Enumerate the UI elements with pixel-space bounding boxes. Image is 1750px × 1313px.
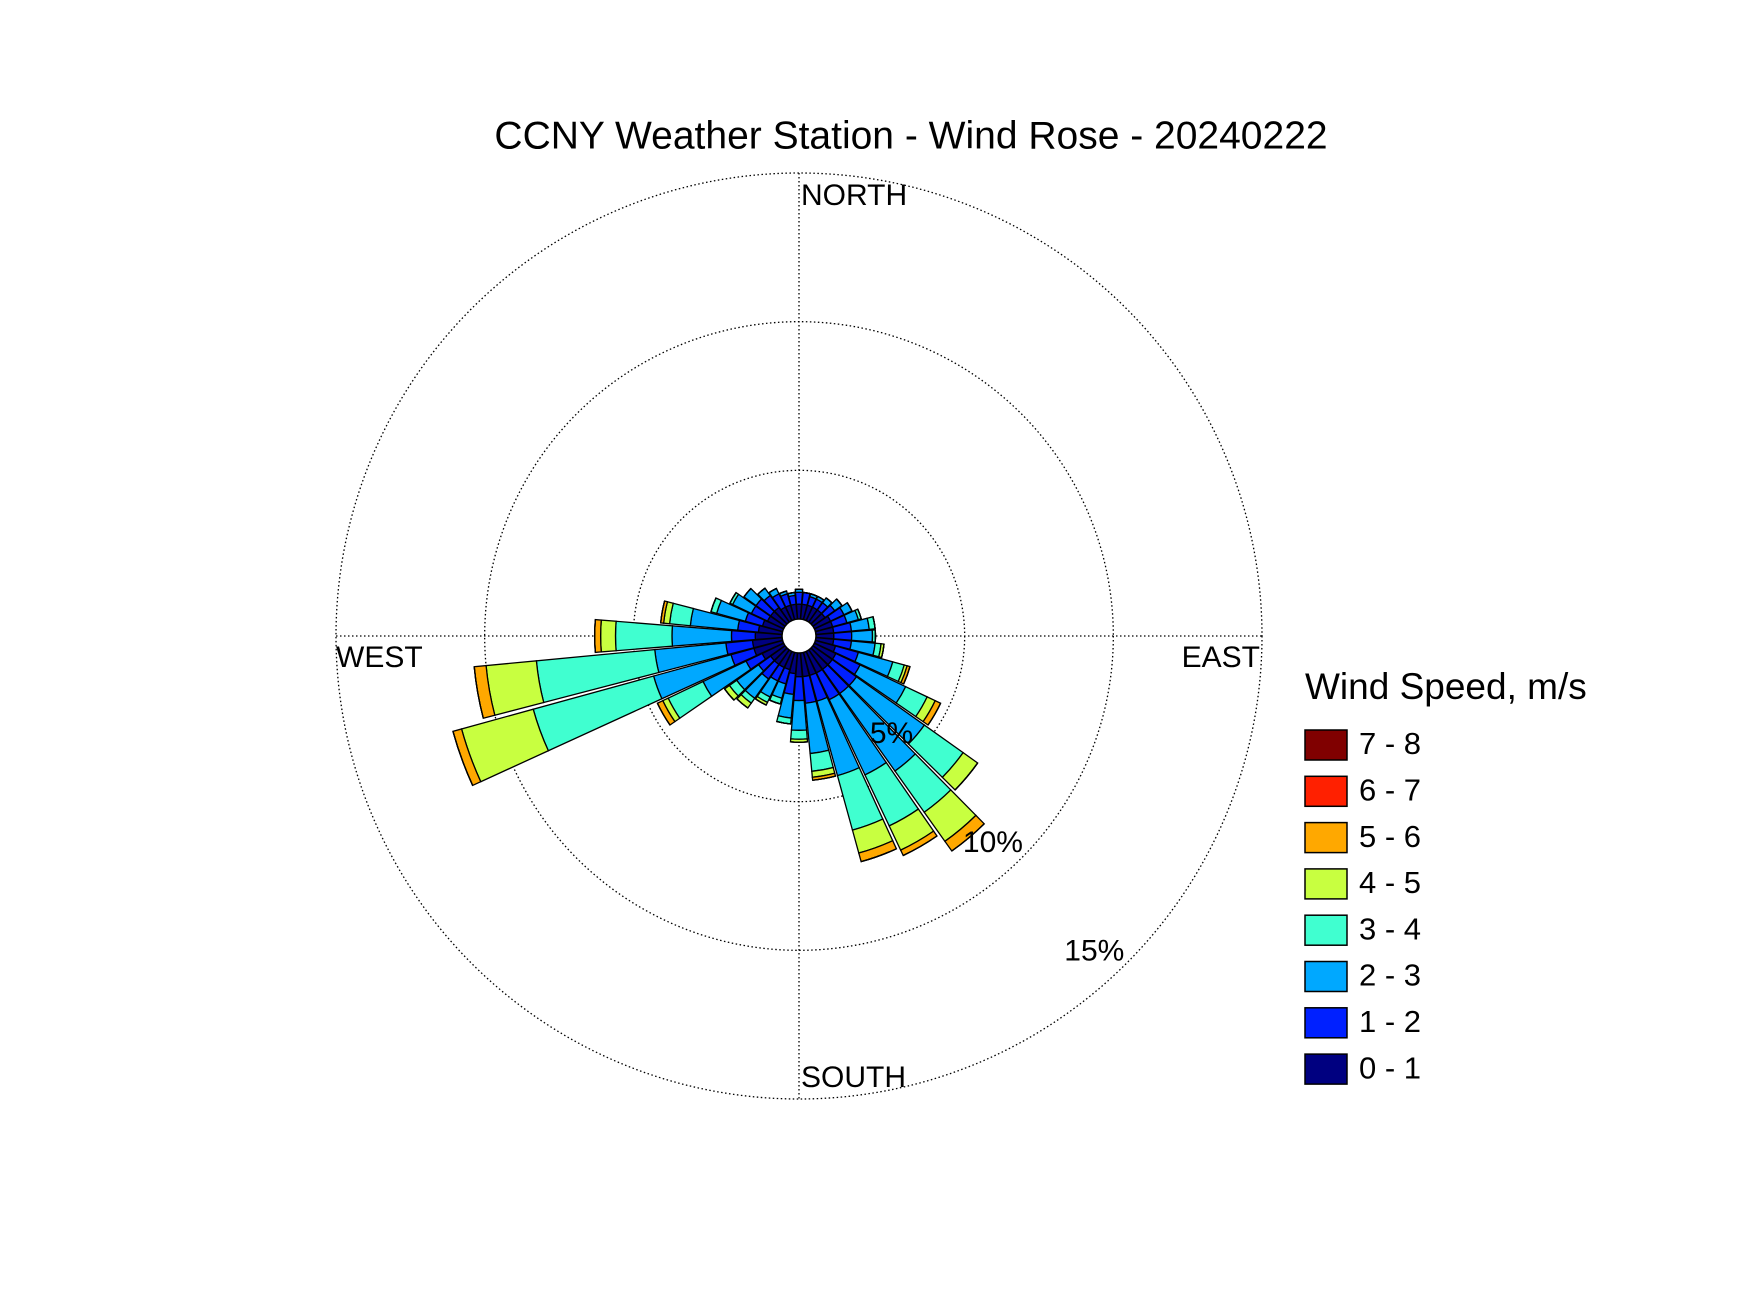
center-hole — [781, 618, 817, 654]
bar-segment — [660, 600, 666, 623]
legend-swatch — [1304, 821, 1348, 854]
bar-segment — [736, 698, 749, 709]
legend-swatch — [1304, 1007, 1348, 1039]
legend-swatch — [1304, 729, 1348, 761]
bar-segment — [857, 608, 862, 620]
legend-swatch — [1304, 775, 1348, 808]
ring-label: 5% — [870, 717, 913, 750]
legend-swatch — [1304, 914, 1348, 946]
grid-ring — [484, 321, 1114, 951]
bar-segment — [452, 731, 474, 786]
legend-label: 0 - 1 — [1359, 1050, 1421, 1085]
legend-label: 6 - 7 — [1359, 772, 1421, 807]
chart-title: CCNY Weather Station - Wind Rose - 20240… — [494, 114, 1327, 157]
bar-segment — [850, 629, 874, 643]
bar-segment — [880, 643, 885, 658]
legend-label: 3 - 4 — [1359, 911, 1421, 946]
direction-label: WEST — [336, 641, 423, 674]
bar-segment — [836, 598, 843, 606]
bar-segment — [724, 688, 735, 701]
bar-segment — [794, 591, 804, 605]
bar-segment — [790, 699, 808, 731]
legend-swatch — [1304, 960, 1348, 993]
legend-label: 4 - 5 — [1359, 865, 1421, 900]
bar-segment — [614, 620, 674, 652]
bar-segment — [812, 775, 836, 781]
legend-swatch — [1304, 868, 1348, 900]
bar-segment — [902, 835, 938, 857]
grid-ring — [335, 172, 1263, 1100]
legend-label: 1 - 2 — [1359, 1004, 1421, 1039]
bar-segment — [710, 597, 717, 612]
bar-segment — [594, 619, 596, 653]
direction-label: NORTH — [801, 179, 907, 212]
bar-segment — [594, 618, 602, 654]
bar-segment — [755, 698, 767, 706]
bar-segment — [599, 619, 617, 653]
legend-label: 2 - 3 — [1359, 958, 1421, 993]
bar-segment — [473, 666, 484, 719]
bar-segment — [790, 729, 808, 740]
legend-label: 7 - 8 — [1359, 726, 1421, 761]
ring-label: 10% — [963, 826, 1023, 859]
legend-title: Wind Speed, m/s — [1305, 666, 1587, 707]
direction-label: SOUTH — [801, 1061, 906, 1094]
bar-segment — [743, 588, 752, 598]
legend-swatch — [1304, 1053, 1348, 1085]
legend-label: 5 - 6 — [1359, 819, 1421, 854]
bar-segment — [951, 823, 985, 852]
direction-label: EAST — [1182, 641, 1260, 674]
bar-segment — [730, 629, 757, 643]
bar-segment — [729, 592, 737, 604]
ring-label: 15% — [1064, 935, 1124, 968]
bar-segment — [903, 666, 911, 685]
